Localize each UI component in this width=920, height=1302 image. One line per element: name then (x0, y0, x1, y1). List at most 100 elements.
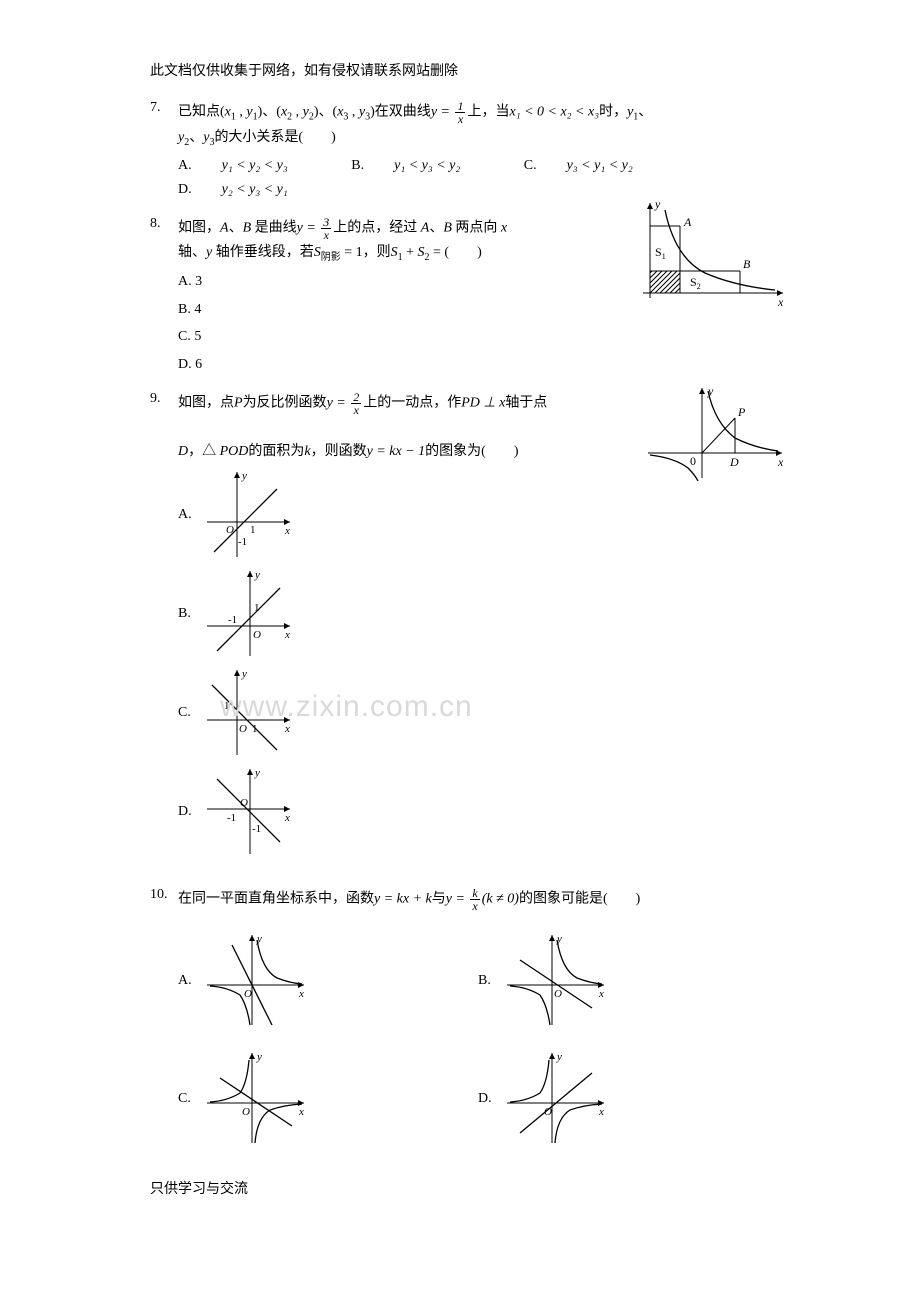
P-label: P (737, 405, 746, 419)
q8-B: B (243, 221, 252, 236)
q7-optA-v: y₁ < y₂ < y₃ (222, 154, 288, 178)
fD-y: y (254, 767, 260, 779)
page-footer: 只供学习与交流 (150, 1178, 770, 1198)
q9-l2a: D (178, 444, 188, 459)
q10-figC: y x O (202, 1048, 312, 1148)
fC-x: x (284, 723, 290, 735)
q10-eq1: y = kx + k (374, 892, 432, 907)
fB-y: y (254, 569, 260, 581)
q9-t6: 轴于点 (505, 396, 547, 411)
q10-fd: x (470, 900, 479, 912)
fA-x: x (298, 988, 304, 1000)
q7-optB-l: B. (351, 154, 364, 178)
q8-l2g: + (403, 245, 418, 260)
q9-figD: y x O -1 -1 (202, 764, 297, 859)
q8-l2f: S (391, 245, 398, 260)
q9-t1: 如图，点 (178, 396, 234, 411)
q9-t5: PD ⊥ x (461, 396, 505, 411)
q7-m1: , (236, 105, 247, 120)
fC-y: y (241, 668, 247, 680)
q10-num: 10. (150, 887, 178, 903)
q8-t1: 如图， (178, 221, 220, 236)
q7-sep1: )、( (258, 105, 281, 120)
q8-eqy: y = (297, 221, 320, 236)
q9-P: P (234, 396, 243, 411)
S2-label: S2 (690, 275, 701, 291)
q9-l2d: 的面积为 (248, 444, 304, 459)
q10-t1: 在同一平面直角坐标系中，函数 (178, 892, 374, 907)
fC-y: y (256, 1051, 262, 1063)
q7-options: A. y₁ < y₂ < y₃ B. y₁ < y₃ < y₂ C. y₃ < … (178, 154, 770, 202)
fA-y: y (256, 933, 262, 945)
q7-optA: A. y₁ < y₂ < y₃ (178, 154, 318, 178)
q8-l2i: = ( ) (430, 245, 482, 260)
question-8: y x A B S1 S2 8. 如图，A、B 是曲线y = 3x上的点，经过 … (150, 216, 770, 377)
q8-t8: 、 (429, 221, 443, 236)
q7-optB-v: y₁ < y₃ < y₂ (394, 154, 460, 178)
q7-body: 已知点(x1 , y1)、(x2 , y2)、(x3 , y3)在双曲线y = … (178, 100, 770, 202)
O-label: 0 (690, 454, 696, 468)
q9-figA: y x O 1 -1 (202, 467, 297, 562)
q8-t3: 、 (229, 221, 243, 236)
q9-optB-label: B. (178, 602, 202, 626)
q10-frac: kx (470, 887, 479, 912)
q7-l2txt: 的大小关系是( ) (214, 130, 335, 145)
fB-pt2: 1 (254, 602, 260, 614)
q10-optB: B. y x O (478, 930, 778, 1030)
q9-l2f: ，则函数 (311, 444, 367, 459)
fA-y: y (241, 470, 247, 482)
fB-O: O (253, 629, 261, 641)
q10-optD-label: D. (478, 1087, 502, 1111)
A-label: A (683, 215, 692, 229)
x-label: x (777, 295, 784, 308)
q10-optA-label: A. (178, 969, 202, 993)
x-label: x (777, 455, 784, 469)
q7-text: 已知点( (178, 105, 225, 120)
q7-m3: , (348, 105, 359, 120)
D-label: D (729, 455, 739, 469)
q9-frac: 2x (351, 391, 361, 416)
fC-O: O (242, 1106, 250, 1118)
B-label: B (743, 257, 751, 271)
curve-q1 (708, 391, 778, 451)
question-7: 7. 已知点(x1 , y1)、(x2 , y2)、(x3 , y3)在双曲线y… (150, 100, 770, 202)
q8-t10: 两点向 (452, 221, 501, 236)
q9-optD-label: D. (178, 800, 202, 824)
y-label: y (707, 384, 714, 398)
q8-figure: y x A B S1 S2 (625, 198, 790, 308)
q7-optB: B. y₁ < y₃ < y₂ (351, 154, 490, 178)
q7-optA-l: A. (178, 154, 192, 178)
question-10: 10. 在同一平面直角坐标系中，函数y = kx + k与y = kx(k ≠ … (150, 887, 770, 1148)
q9-t4: 上的一动点，作 (363, 396, 461, 411)
fD-x: x (598, 1106, 604, 1118)
q8-optD: D. 6 (178, 353, 770, 377)
fA-O: O (244, 988, 252, 1000)
q7-mid2: 上，当 (467, 105, 509, 120)
fB-pt1: -1 (228, 614, 237, 626)
q7-eqy: y = (431, 105, 454, 120)
fD-O: O (544, 1106, 552, 1118)
q8-optC: C. 5 (178, 325, 770, 349)
fD-y: y (556, 1051, 562, 1063)
q9-optC: C. y x O 1 1 (178, 665, 770, 760)
fA-pt2: -1 (238, 536, 247, 548)
q8-svg: y x A B S1 S2 (625, 198, 790, 308)
q10-optD: D. y x O (478, 1048, 778, 1148)
q10-optB-label: B. (478, 969, 502, 993)
fD-x: x (284, 812, 290, 824)
q9-l2g: y = kx − 1 (367, 444, 426, 459)
q7-optC: C. y₃ < y₁ < y₂ (524, 154, 663, 178)
q9-optA-label: A. (178, 503, 202, 527)
q9-t3: 为反比例函数 (243, 396, 327, 411)
q10-t2: 与 (432, 892, 446, 907)
q8-fd: x (321, 229, 331, 241)
q7-optD-v: y₂ < y₃ < y₁ (222, 178, 288, 202)
fB-x: x (598, 988, 604, 1000)
q8-l2h: S (418, 245, 425, 260)
curve (665, 210, 775, 290)
q9-optC-label: C. (178, 701, 202, 725)
q7-optD-l: D. (178, 178, 192, 202)
q10-figD: y x O (502, 1048, 612, 1148)
q8-l2a: 轴、 (178, 245, 206, 260)
q9-l2b: ，△ (188, 444, 220, 459)
